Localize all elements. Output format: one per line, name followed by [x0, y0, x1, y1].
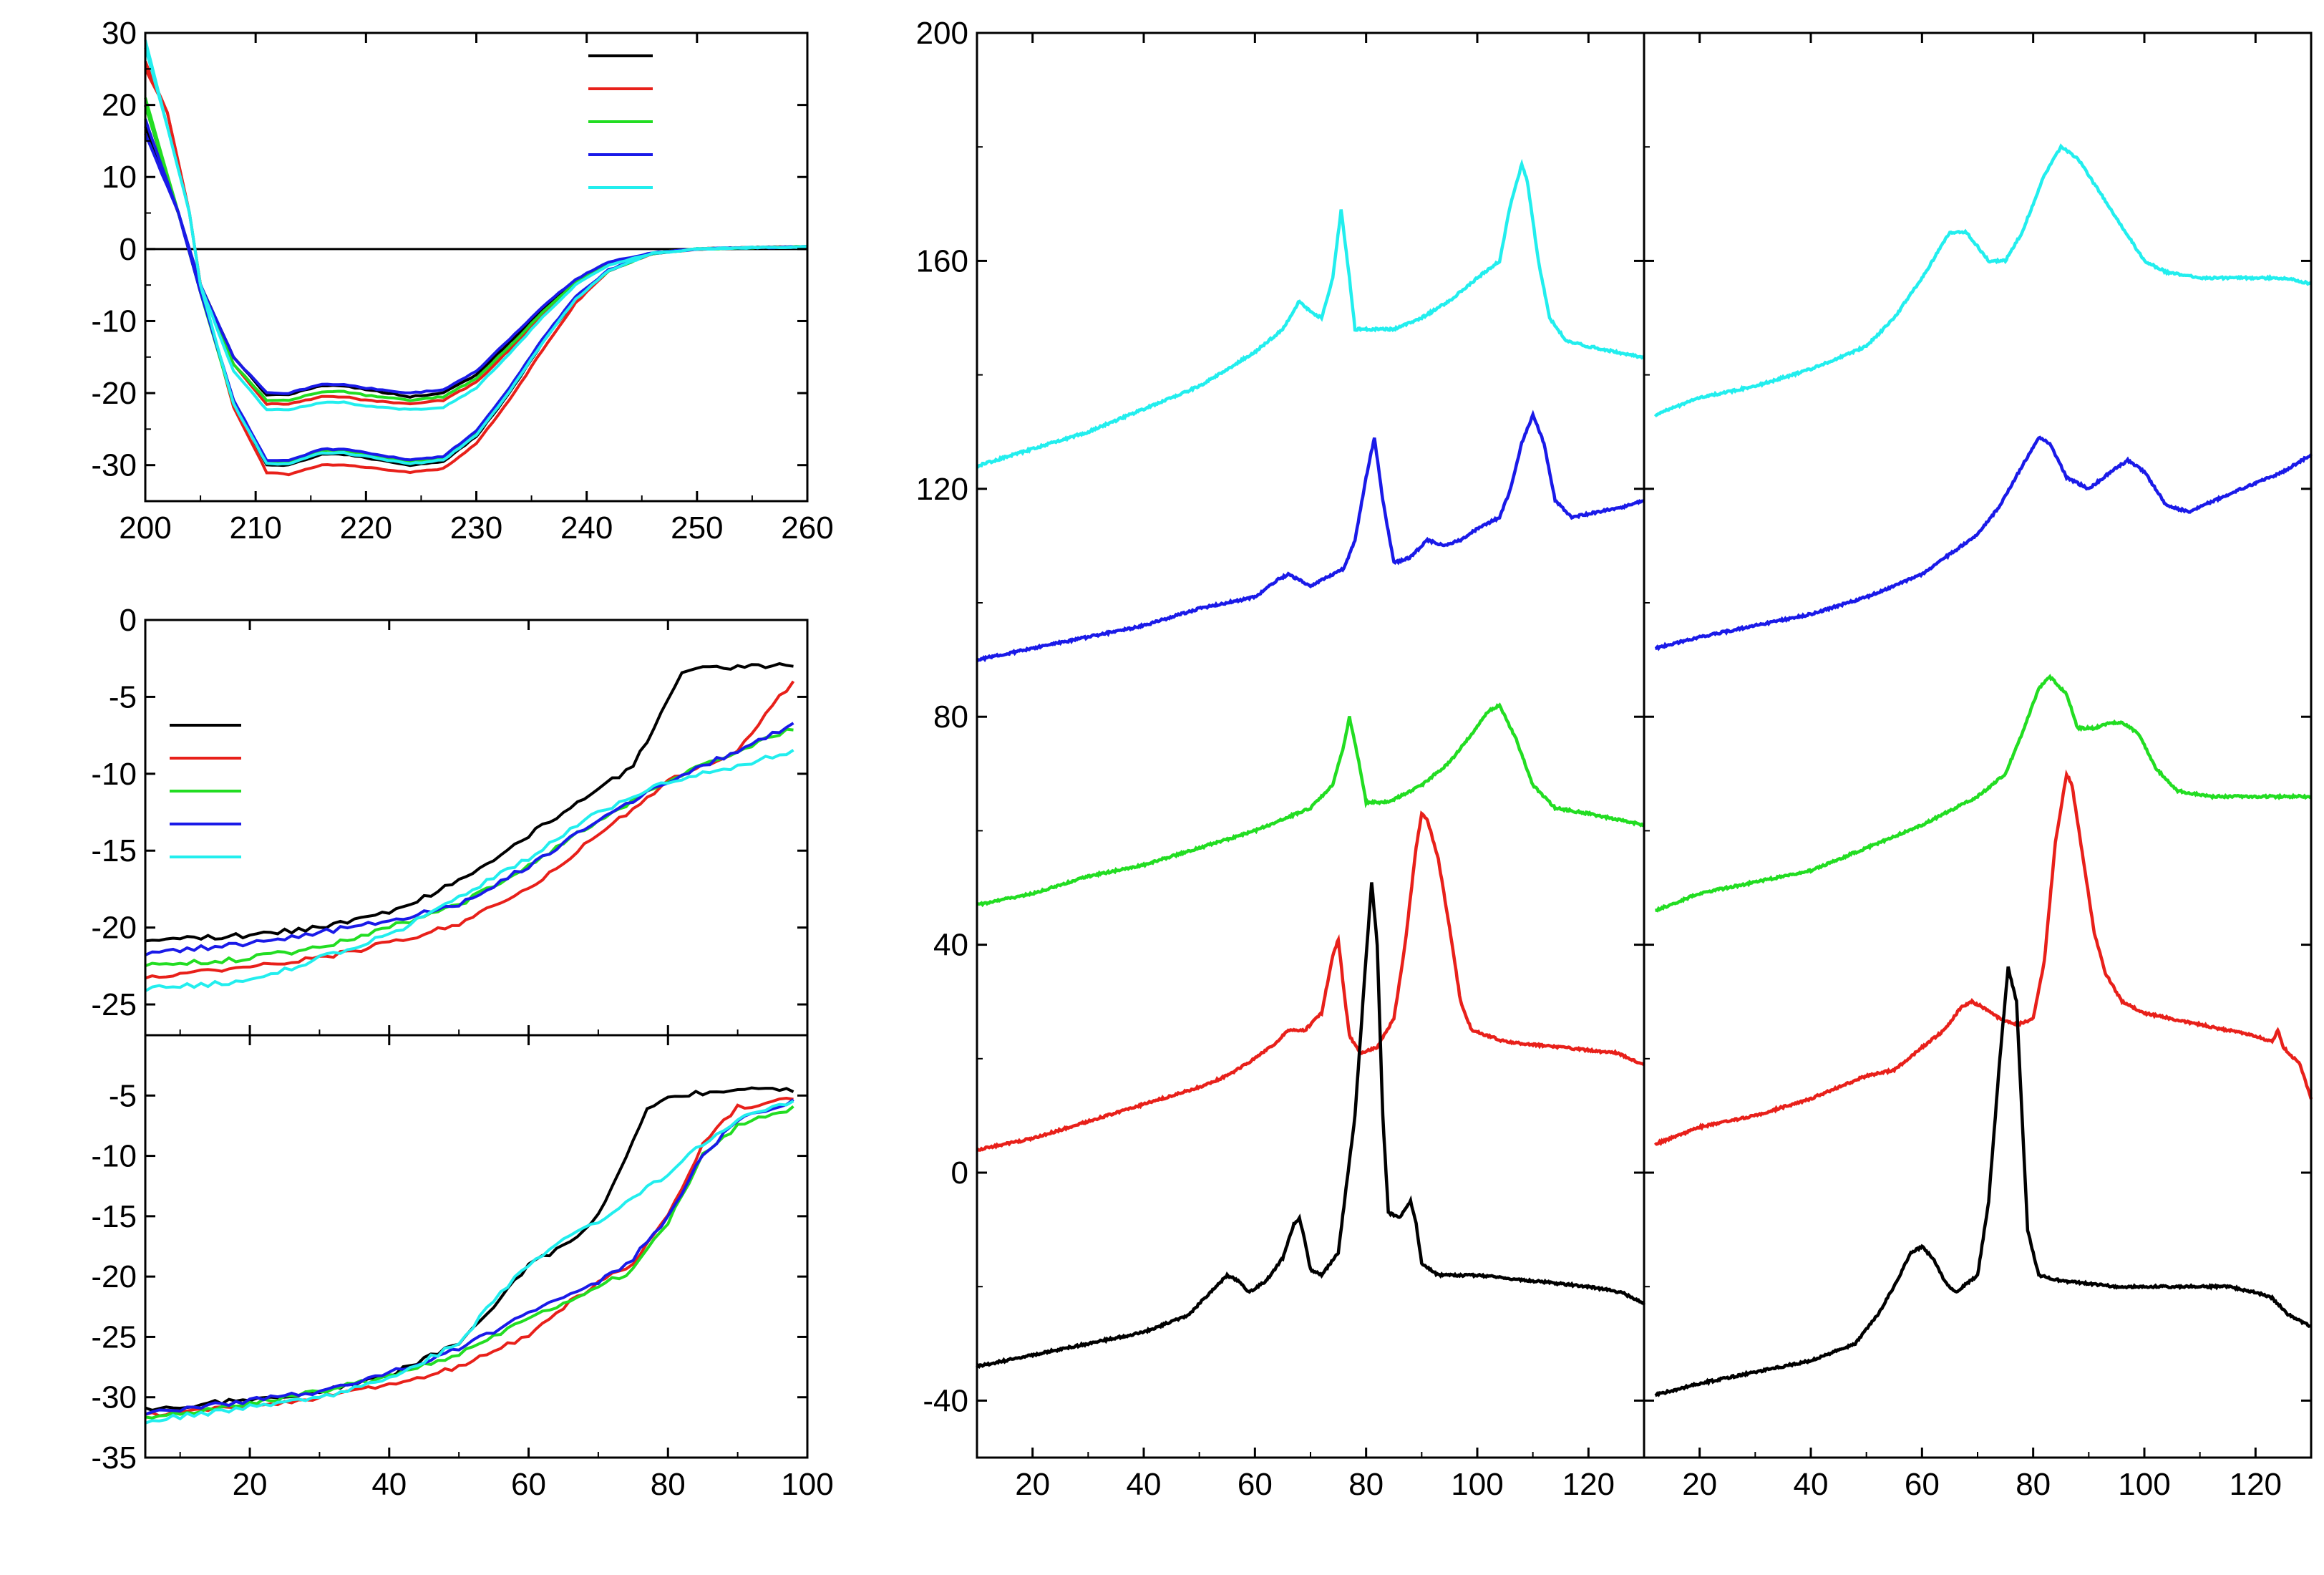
x-tick-label: 20	[1682, 1467, 1717, 1502]
series-line-l2	[144, 47, 808, 466]
y-tick-label: -15	[91, 833, 137, 868]
y-tick-label: 80	[933, 699, 968, 735]
x-tick-label: 60	[1238, 1467, 1273, 1502]
y-tick-label: -25	[91, 1319, 137, 1354]
series-line	[1653, 769, 2313, 1146]
x-tick-label: 80	[2016, 1467, 2051, 1502]
x-tick-label: 40	[1794, 1467, 1829, 1502]
series-line	[145, 749, 794, 993]
y-tick-label: 30	[102, 16, 137, 51]
series-line	[976, 158, 1645, 469]
x-tick-label: 260	[781, 510, 833, 546]
panel-b-y-axis: -35 -30 -25 -20 -15 -10 -5	[91, 1078, 807, 1475]
x-tick-label: 230	[450, 510, 502, 546]
series-line-l2	[144, 61, 808, 477]
x-tick-label: 220	[340, 510, 392, 546]
x-tick-label: 20	[233, 1467, 268, 1502]
series-line	[976, 810, 1645, 1152]
y-tick-label: 0	[120, 232, 137, 267]
y-tick-label: 160	[916, 243, 968, 278]
x-tick-label: 100	[2118, 1467, 2170, 1502]
series-line-l1	[144, 68, 808, 406]
y-tick-label: -40	[923, 1383, 968, 1418]
panel-b-x-axis: 20 40 60 80 100	[179, 1035, 834, 1502]
series-line	[977, 702, 1645, 908]
x-tick-label: 80	[651, 1467, 686, 1502]
y-tick-label: 10	[102, 160, 137, 195]
y-tick-label: 120	[916, 472, 968, 507]
panel-a-y-axis: -30 -20 -10 0 10 20 30	[91, 16, 807, 502]
y-tick-label: 20	[102, 88, 137, 123]
series-line-l2	[144, 97, 808, 464]
y-tick-label: -20	[91, 1259, 137, 1294]
x-tick-label: 60	[1905, 1467, 1940, 1502]
y-tick-label: -5	[109, 1078, 137, 1113]
x-tick-label: 80	[1348, 1467, 1384, 1502]
panel-b-y-axis: -25 -20 -15 -10 -5 0	[91, 603, 807, 1022]
x-tick-label: 210	[229, 510, 281, 546]
panel-b-subplot-frame	[144, 619, 809, 1037]
x-tick-label: 20	[1015, 1467, 1050, 1502]
y-tick-label: 0	[951, 1155, 968, 1191]
x-tick-label: 250	[671, 510, 723, 546]
y-tick-label: -10	[91, 757, 137, 792]
legend	[588, 54, 653, 189]
y-tick-label: -30	[91, 1380, 137, 1415]
series-line	[145, 1100, 794, 1425]
panel-d-y-axis	[1644, 32, 2311, 1402]
panel-d-x-axis: 20 40 60 80 100 120	[1643, 33, 2312, 1502]
series-line-l1	[144, 39, 807, 412]
series-line	[145, 1096, 794, 1418]
y-tick-label: -15	[91, 1199, 137, 1234]
series-line	[145, 722, 794, 956]
y-tick-label: -20	[91, 911, 137, 946]
series-line	[1655, 674, 2313, 913]
x-tick-label: 100	[781, 1467, 833, 1502]
series-line	[1653, 143, 2312, 418]
y-tick-label: -5	[109, 679, 137, 714]
y-tick-label: 40	[933, 928, 968, 963]
x-tick-label: 120	[2230, 1467, 2282, 1502]
series-line-l1	[144, 105, 808, 402]
series-line-l1	[144, 125, 808, 399]
panel-a-x-axis: 200 210 220 230 240 250 260	[119, 33, 834, 546]
y-tick-label: -20	[91, 376, 137, 411]
y-tick-label: -35	[91, 1440, 137, 1475]
series-line	[1654, 966, 2312, 1397]
series-line	[976, 882, 1645, 1370]
y-tick-label: -10	[91, 304, 137, 339]
series-line	[145, 680, 795, 980]
series-line-l2	[144, 118, 808, 462]
series-line	[976, 410, 1645, 663]
legend	[170, 724, 241, 858]
panel-c-x-axis: 20 40 60 80 100 120	[976, 33, 1645, 1502]
y-tick-label: -30	[91, 448, 137, 483]
panel-c-y-axis: -40 0 40 80 120 160 200	[916, 16, 1644, 1418]
series-line	[145, 1098, 794, 1416]
panel-b-subplot-frame	[144, 1034, 809, 1459]
y-tick-label: -10	[91, 1139, 137, 1174]
series-line	[145, 727, 794, 967]
series-line	[145, 662, 794, 943]
y-tick-label: -25	[91, 987, 137, 1022]
series-line-l2	[144, 105, 808, 467]
y-tick-label: 200	[916, 16, 968, 51]
x-tick-label: 200	[119, 510, 171, 546]
y-tick-label: 0	[120, 603, 137, 638]
x-tick-label: 60	[511, 1467, 546, 1502]
x-tick-label: 40	[1127, 1467, 1162, 1502]
x-tick-label: 240	[560, 510, 613, 546]
series-line-l1	[144, 132, 808, 395]
series-line	[1654, 435, 2313, 651]
x-tick-label: 40	[371, 1467, 407, 1502]
x-tick-label: 120	[1562, 1467, 1615, 1502]
panel-c-frame	[976, 32, 1645, 1459]
x-tick-label: 100	[1451, 1467, 1503, 1502]
series-line	[145, 1105, 794, 1420]
